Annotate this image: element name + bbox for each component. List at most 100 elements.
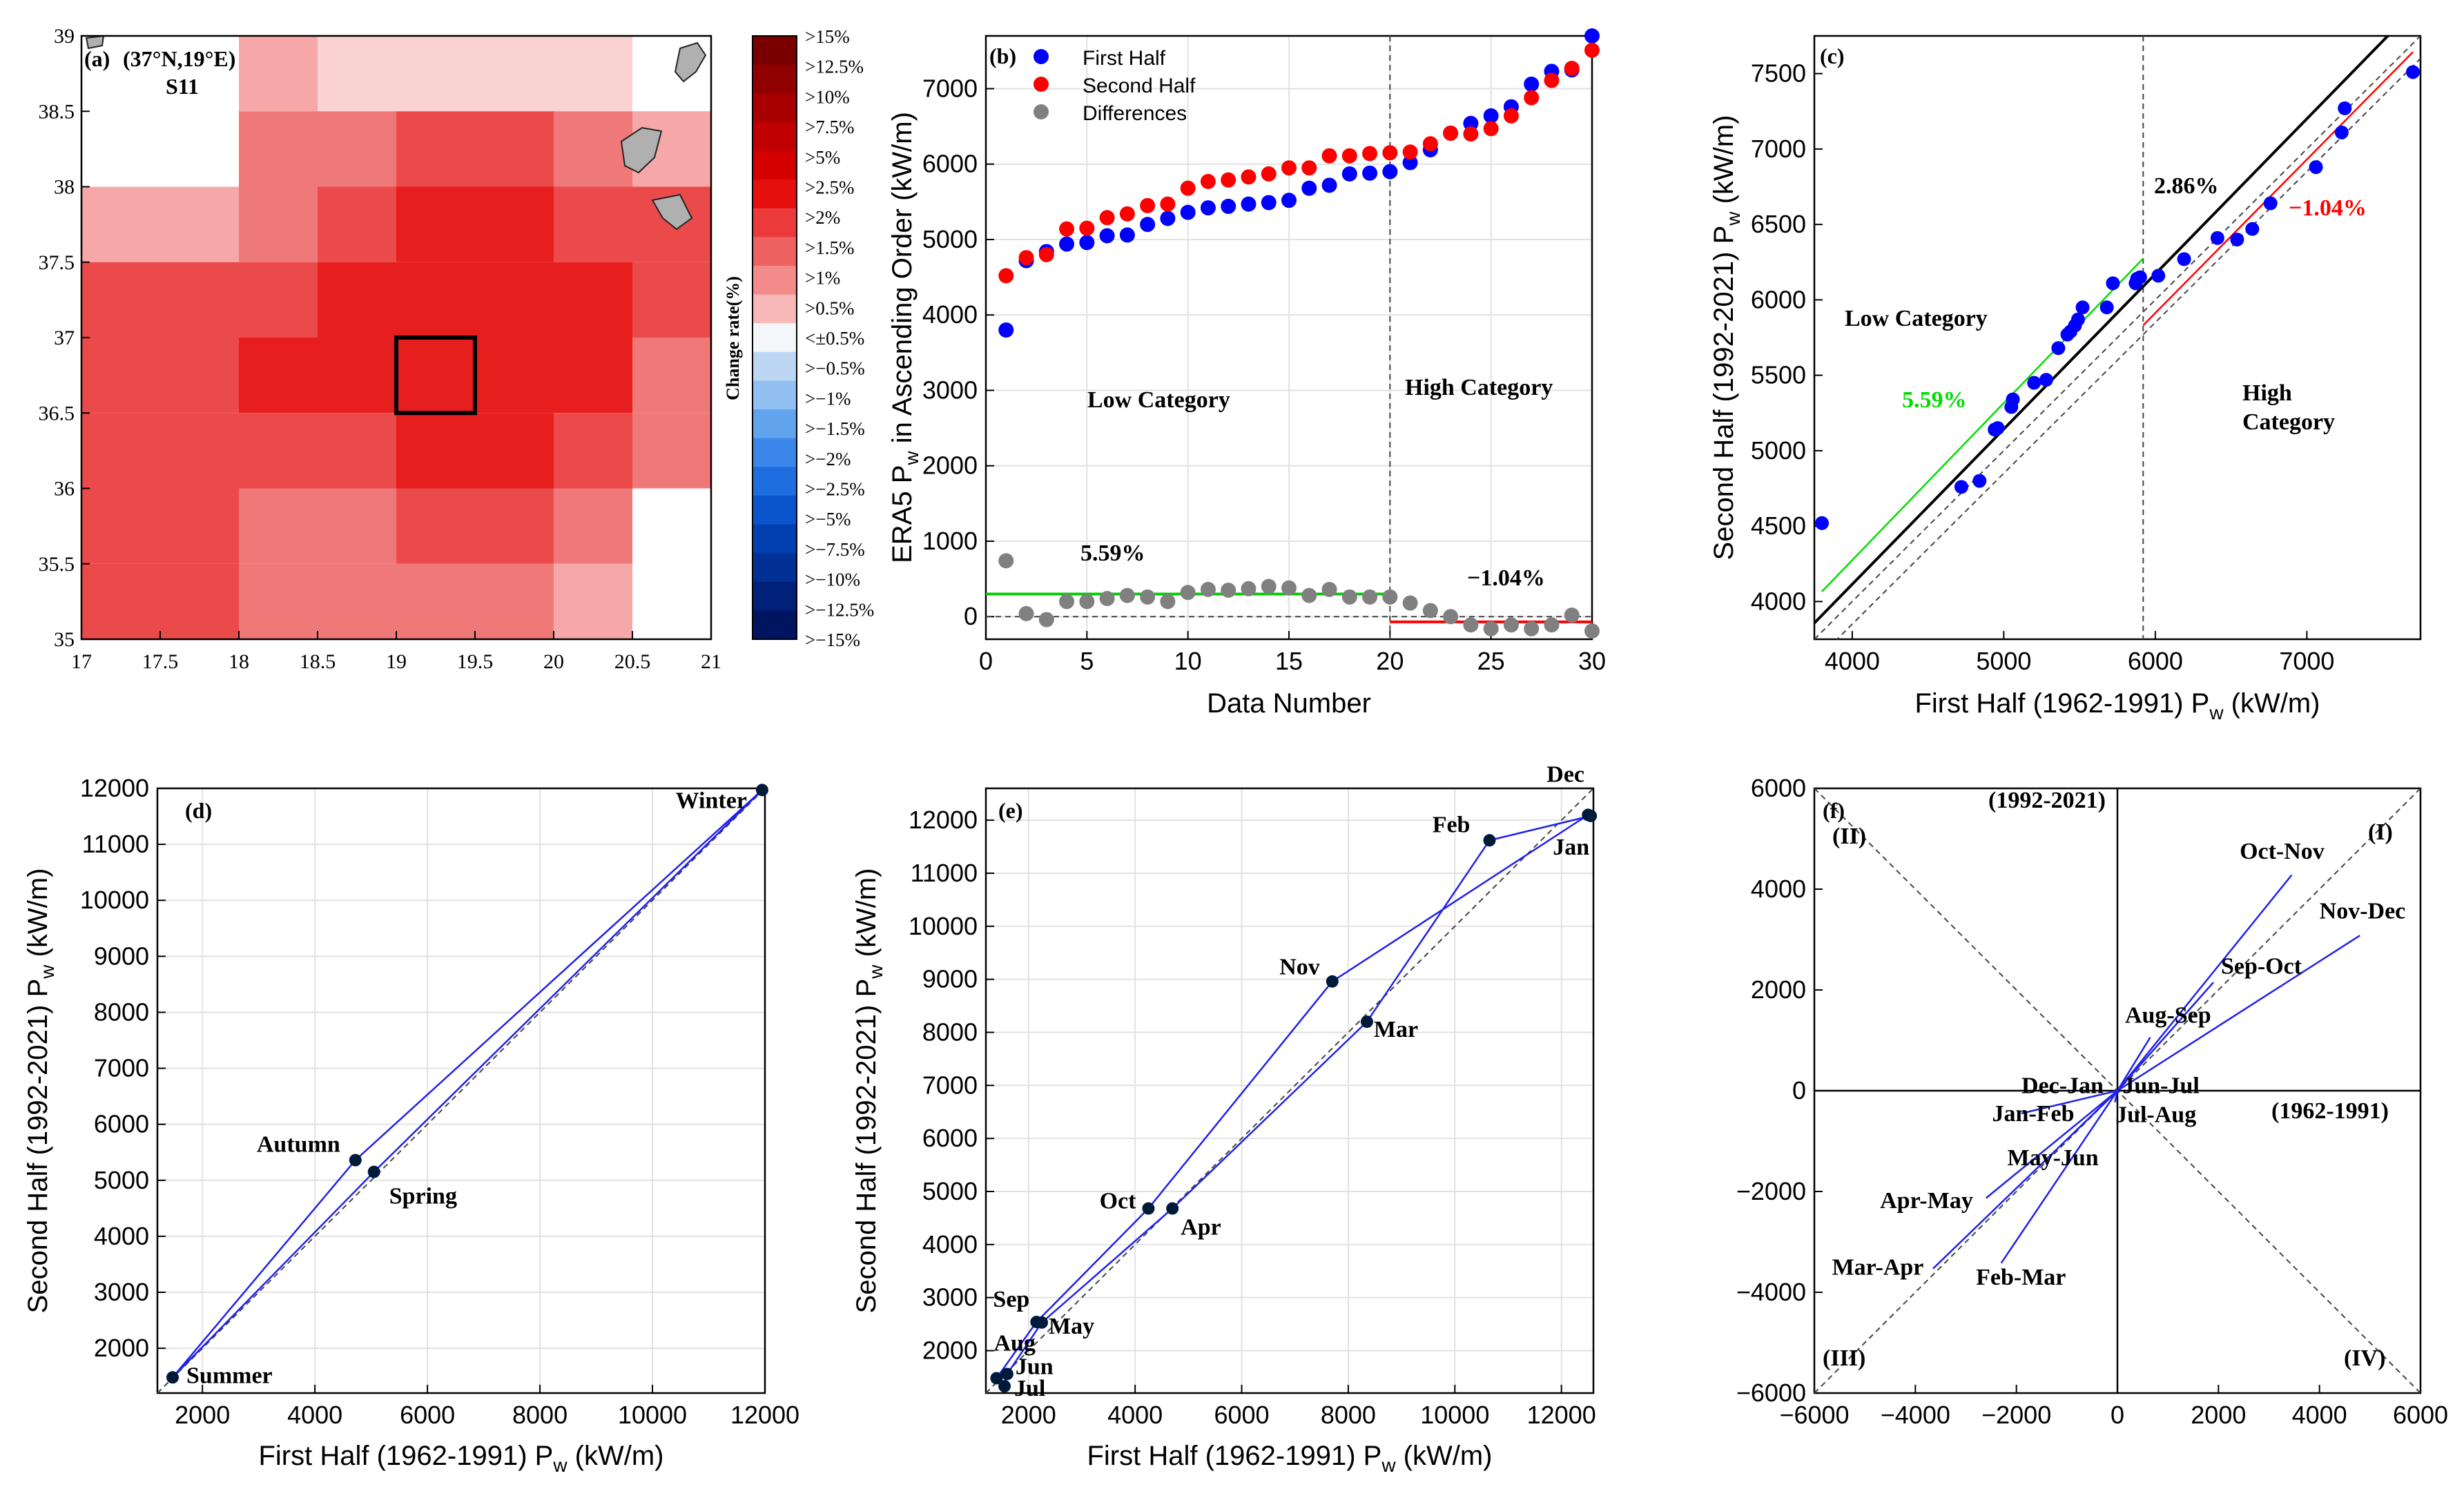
quadrant-label: (I): [2368, 819, 2393, 845]
colorbar-bin: [753, 64, 797, 94]
y-tick-label: 5000: [922, 225, 978, 253]
point-second-half: [1038, 246, 1054, 262]
colorbar-label: >2%: [805, 207, 840, 228]
x-tick-label: 0: [979, 647, 993, 675]
vector-label: Jan-Feb: [1992, 1101, 2075, 1127]
y-tick-label: 7500: [1751, 59, 1806, 88]
vector-label: Nov-Dec: [2320, 898, 2406, 924]
y-tick-label: 4000: [922, 1230, 978, 1258]
point-differences: [1301, 587, 1317, 603]
season-point: [349, 1154, 362, 1167]
heatmap-cell: [475, 413, 554, 489]
colorbar-bin: [753, 524, 797, 554]
panel-c-axes: 4000 5000 6000 7000 4000 4500 5000 5500 6000 6500…: [1751, 35, 2422, 675]
colorbar-label: >−7.5%: [805, 539, 865, 560]
colorbar-label: >1.5%: [805, 237, 854, 258]
y-tick-label: 5500: [1751, 361, 1806, 389]
heatmap-cell: [632, 488, 711, 564]
point-differences: [1241, 581, 1257, 596]
heatmap-cell: [81, 563, 239, 639]
month-label: Jan: [1553, 835, 1589, 860]
heatmap-cell: [239, 111, 318, 187]
point-first-half: [1382, 164, 1398, 179]
heatmap-cell: [318, 488, 396, 564]
heatmap-cell: [396, 36, 475, 112]
x-tick-label: 6000: [2128, 647, 2183, 675]
colorbar-label: >−2.5%: [805, 479, 865, 500]
panel-e-axes: 2000 4000 6000 8000 10000 12000 2000 3000 4000 50…: [909, 787, 1596, 1429]
heatmap-cell: [554, 413, 632, 489]
x-tick-label: 2000: [175, 1401, 230, 1429]
month-label: Apr: [1181, 1215, 1221, 1241]
point-first-half: [1524, 76, 1540, 92]
point-second-half: [998, 268, 1014, 284]
heatmap-cell: [239, 36, 318, 112]
colorbar-bin: [753, 553, 797, 583]
x-tick-label: 10000: [1420, 1401, 1489, 1429]
heatmap-cell: [475, 563, 554, 639]
point-second-half: [1200, 173, 1216, 189]
heatmap-cell: [554, 186, 632, 262]
point-second-half: [1422, 136, 1438, 152]
colorbar-bin: [753, 409, 797, 439]
panel-label: (b): [989, 43, 1016, 68]
x-tick-label: 20: [1376, 647, 1404, 675]
point-second-half: [1463, 126, 1479, 142]
site-label: S11: [166, 74, 199, 99]
y-tick-label: 4000: [1751, 875, 1806, 903]
data-point: [2245, 222, 2260, 236]
colorbar-label: >10%: [805, 86, 850, 107]
month-label: Feb: [1433, 812, 1471, 837]
panel-label: (e): [998, 798, 1023, 823]
data-point: [2070, 312, 2085, 327]
point-differences: [1321, 581, 1337, 597]
x-tick-label: 2000: [2191, 1401, 2246, 1429]
colorbar-label: >−12.5%: [805, 599, 874, 620]
month-label: Jul: [1014, 1376, 1045, 1401]
data-point: [1972, 474, 1987, 488]
point-second-half: [1140, 197, 1156, 213]
colorbar-bin: [753, 495, 797, 525]
y-tick-label: 8000: [922, 1018, 978, 1046]
change-vector: [2114, 1089, 2118, 1092]
heatmap-cell: [396, 338, 475, 414]
quadrant-label: (IV): [2344, 1345, 2385, 1371]
change-vector: [2114, 1090, 2119, 1103]
heatmap-cell: [318, 338, 396, 414]
vector-label: Jul-Aug: [2115, 1102, 2196, 1127]
y-tick-label: 39: [54, 25, 75, 48]
point-second-half: [1099, 210, 1115, 226]
x-axis-label: First Half (1962-1991) Pw (kW/m): [1914, 688, 2320, 723]
colorbar-label: >2.5%: [805, 177, 854, 198]
y-tick-label: 12000: [909, 806, 978, 834]
x-tick-label: −4000: [1881, 1401, 1950, 1429]
land-patch: [620, 126, 663, 174]
change-vector: [2000, 1090, 2119, 1264]
month-point: [1000, 1368, 1013, 1381]
mean-label-low: 5.59%: [1080, 541, 1145, 566]
month-label: Jun: [1016, 1354, 1054, 1379]
point-first-half: [1099, 228, 1115, 244]
panel-label: (d): [185, 798, 212, 823]
y-tick-label: 2000: [1751, 975, 1806, 1004]
point-first-half: [1584, 28, 1600, 43]
change-vector: [1985, 1090, 2118, 1199]
point-first-half: [1241, 196, 1257, 212]
month-label: Sep: [993, 1287, 1029, 1312]
data-point: [2309, 160, 2323, 175]
y-axis-label: ERA5 Pw in Ascending Order (kW/m): [887, 112, 922, 563]
fit-line-low: [1821, 257, 2144, 592]
month-label: Nov: [1279, 955, 1320, 980]
fit-line-all: [1814, 36, 2390, 624]
point-first-half: [1200, 200, 1216, 216]
season-point: [166, 1371, 179, 1384]
axis-title-top: (1992-2021): [1988, 788, 2106, 813]
y-tick-label: 6000: [1751, 285, 1806, 313]
point-differences: [1402, 595, 1418, 611]
y-tick-label: 38: [54, 176, 75, 199]
legend-marker: [1034, 49, 1049, 64]
legend-label: Differences: [1083, 102, 1187, 125]
heatmap-cell: [475, 111, 554, 187]
x-axis-label: Data Number: [1207, 688, 1371, 719]
y-tick-label: 2000: [94, 1334, 149, 1362]
